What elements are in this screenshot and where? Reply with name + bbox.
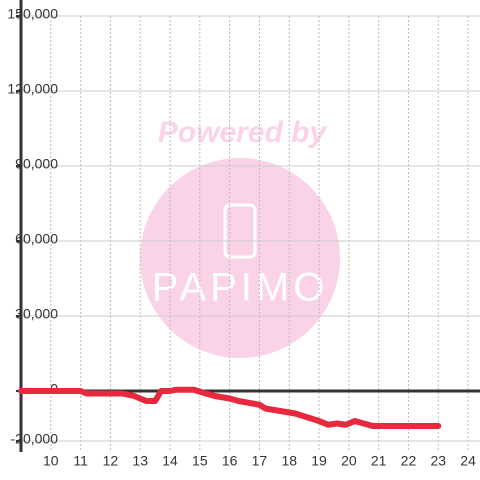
x-tick-label: 21 xyxy=(371,453,387,469)
line-series xyxy=(18,386,442,429)
x-tick-label: 15 xyxy=(192,453,208,469)
y-tick-label: 150,000 xyxy=(7,6,58,22)
x-tick-label: 12 xyxy=(103,453,119,469)
x-tick-label: 23 xyxy=(430,453,446,469)
y-tick-label: 120,000 xyxy=(7,81,58,97)
watermark-text: Powered by xyxy=(158,116,328,149)
x-tick-label: 17 xyxy=(252,453,268,469)
x-tick-label: 20 xyxy=(341,453,357,469)
x-tick-label: 14 xyxy=(162,453,178,469)
x-tick-label: 10 xyxy=(43,453,59,469)
y-tick-label: 60,000 xyxy=(15,231,58,247)
x-tick-label: 19 xyxy=(311,453,327,469)
x-tick-label: 24 xyxy=(460,453,476,469)
x-tick-label: 11 xyxy=(73,453,88,469)
x-tick-label: 18 xyxy=(281,453,297,469)
watermark-logo: PAPIMO xyxy=(152,266,329,310)
y-tick-label: -20,000 xyxy=(11,431,59,447)
y-tick-label: 30,000 xyxy=(15,306,58,322)
watermark-icon xyxy=(223,203,257,259)
x-tick-label: 16 xyxy=(222,453,238,469)
x-tick-label: 22 xyxy=(401,453,417,469)
x-tick-label: 13 xyxy=(132,453,148,469)
y-tick-label: 90,000 xyxy=(15,156,58,172)
